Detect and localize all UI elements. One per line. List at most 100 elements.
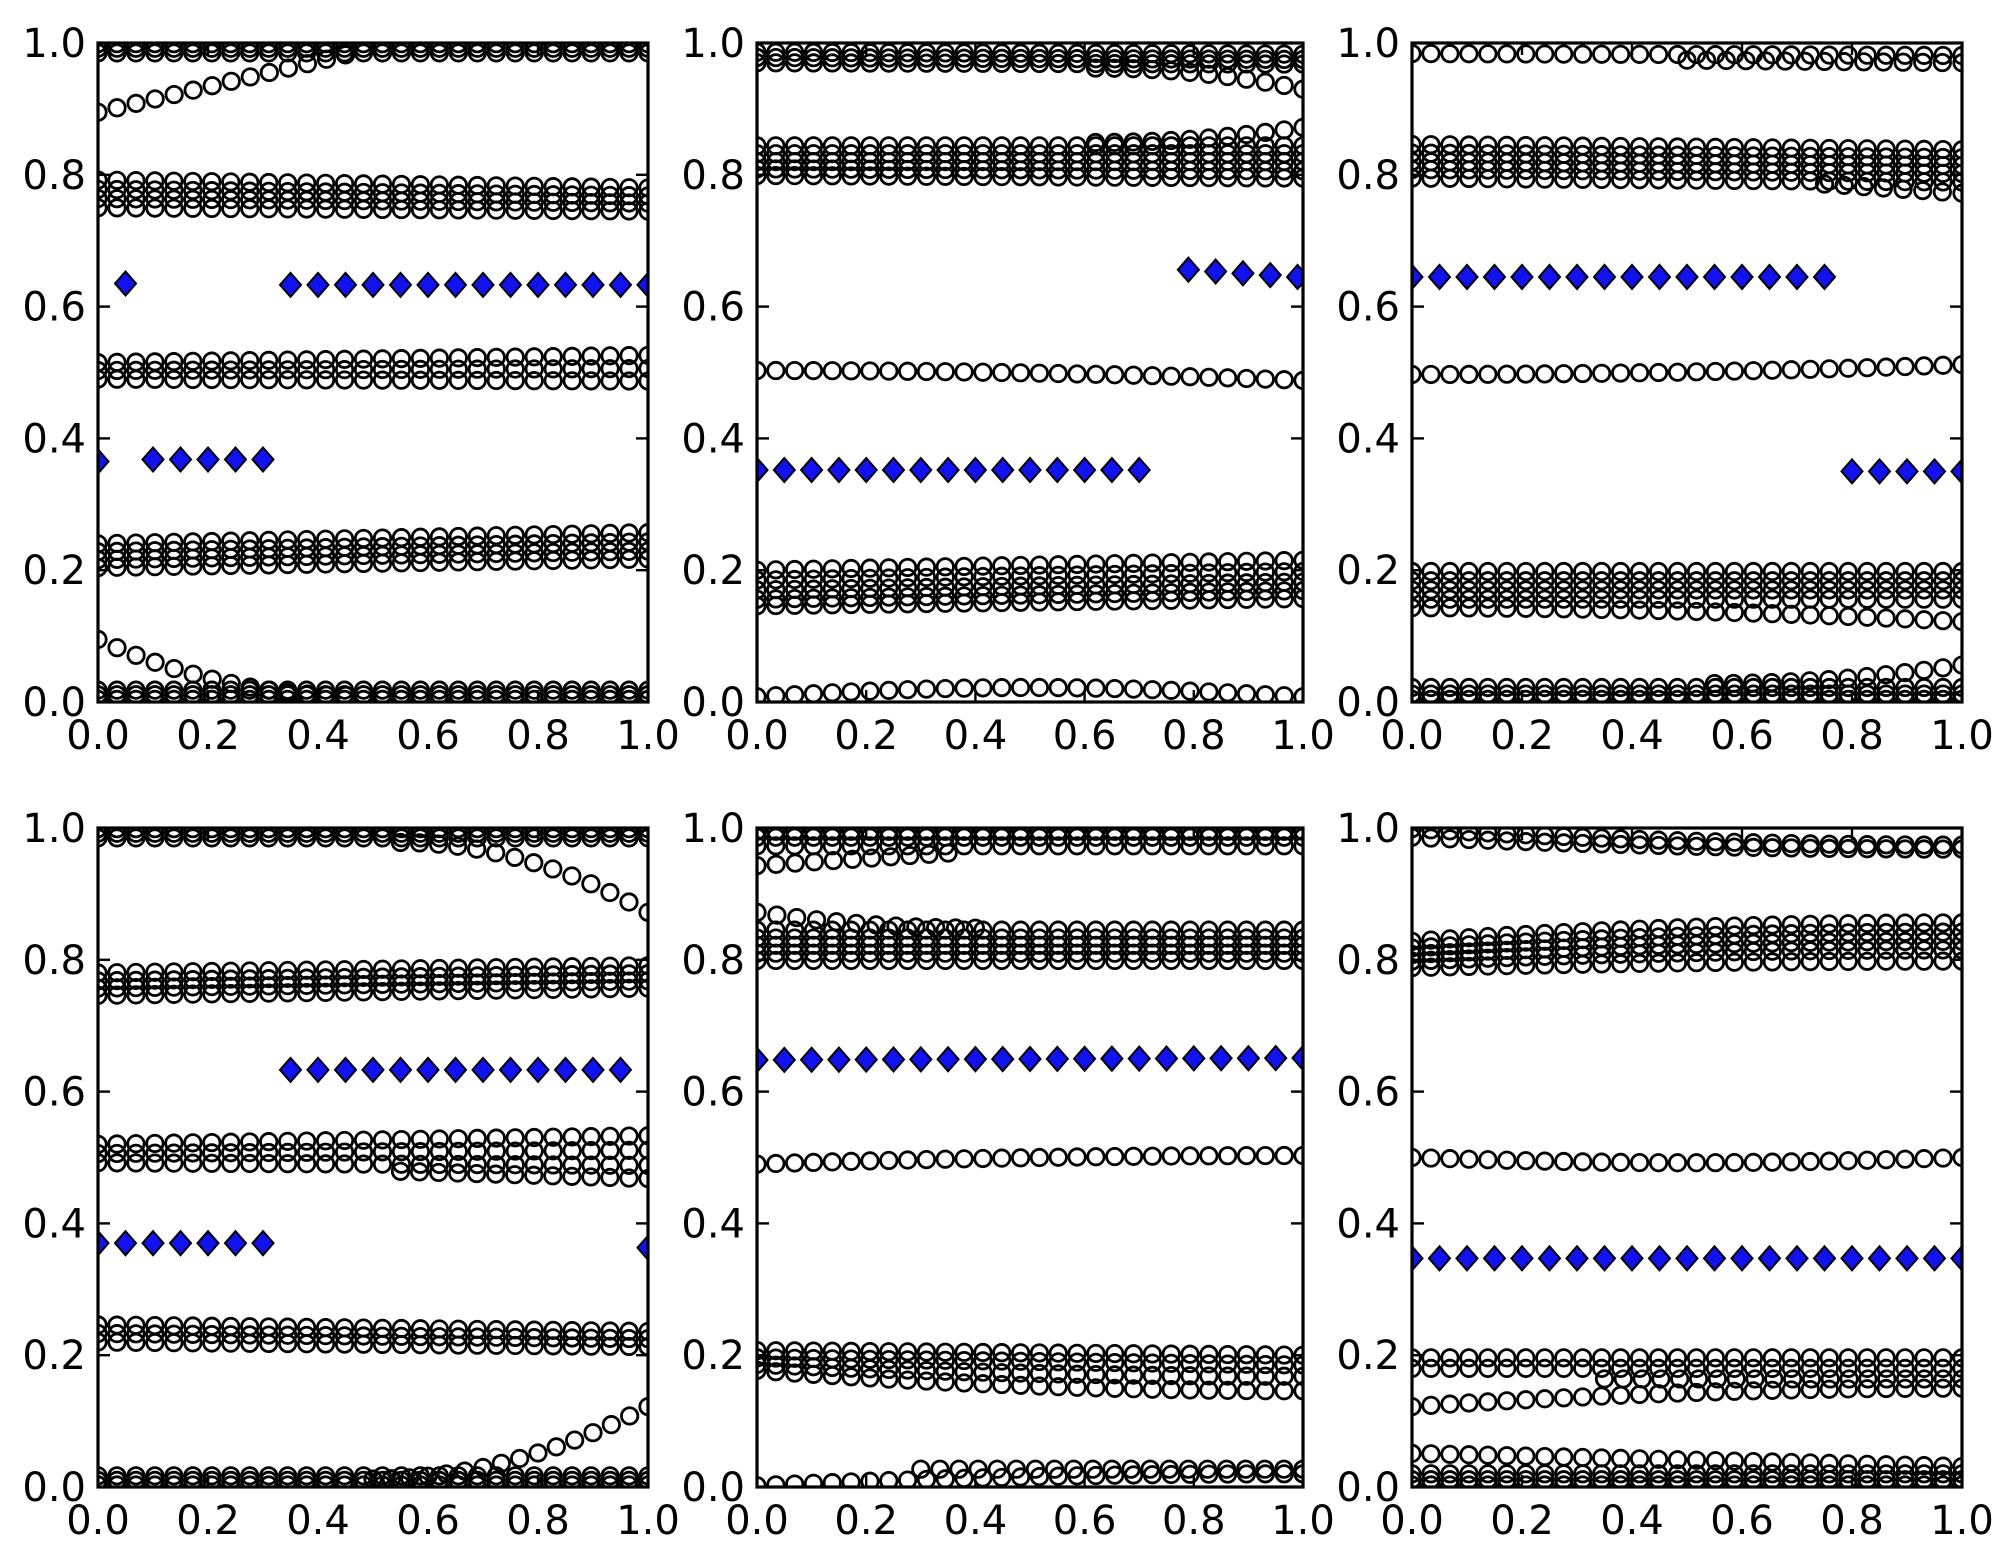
circle-marker — [1800, 941, 1820, 961]
circle-marker — [916, 567, 937, 588]
circle-marker — [1161, 553, 1181, 573]
circle-marker — [879, 587, 899, 607]
circle-marker — [898, 828, 918, 841]
circle-marker — [1819, 932, 1839, 952]
circle-marker — [1743, 589, 1763, 609]
circle-marker — [107, 828, 127, 848]
circle-marker — [581, 972, 601, 992]
circle-marker — [803, 828, 824, 841]
circle-marker — [1010, 555, 1031, 576]
circle-marker — [1667, 684, 1688, 702]
circle-marker — [429, 689, 449, 702]
circle-marker — [1440, 1394, 1460, 1414]
circle-marker — [1236, 1459, 1256, 1479]
circle-marker — [410, 1154, 431, 1174]
diamond-marker — [881, 1045, 906, 1073]
circle-marker — [1010, 1375, 1031, 1395]
circle-marker — [543, 192, 563, 212]
circle-marker — [543, 859, 563, 879]
circle-marker — [619, 689, 639, 702]
circle-marker — [546, 1437, 566, 1457]
circle-marker — [1801, 1369, 1822, 1389]
circle-marker — [1236, 44, 1257, 64]
circle-marker — [1086, 364, 1106, 384]
diamond-marker — [1263, 1044, 1288, 1072]
x-tick-label: 0.4 — [944, 1498, 1008, 1544]
circle-marker — [1705, 1451, 1726, 1471]
circle-marker — [954, 160, 974, 180]
circle-marker — [107, 43, 127, 63]
circle-marker — [1440, 160, 1460, 180]
circle-marker — [107, 170, 127, 190]
tick-label-layer: 0.0 0.2 0.4 0.6 0.8 1.00.00.20.40.60.81.0 — [22, 806, 679, 1544]
circle-marker — [1573, 945, 1593, 965]
circle-marker — [1611, 571, 1631, 591]
circle-marker — [391, 1475, 412, 1487]
circle-marker — [1686, 677, 1707, 698]
circle-marker — [1914, 1348, 1934, 1368]
circle-marker — [1274, 836, 1294, 856]
circle-marker — [183, 43, 203, 63]
circle-marker — [1535, 364, 1555, 384]
diamond-marker — [471, 1056, 495, 1084]
circle-marker — [467, 1335, 487, 1355]
circle-marker — [804, 852, 824, 872]
circle-marker — [1274, 589, 1294, 609]
circle-marker — [1478, 571, 1498, 591]
circle-marker — [935, 828, 955, 841]
circle-marker — [1199, 682, 1219, 702]
circle-marker — [1105, 678, 1125, 699]
circle-marker — [1854, 52, 1874, 72]
circle-marker — [1629, 1464, 1650, 1484]
diamond-marker — [581, 271, 605, 299]
circle-marker — [1933, 951, 1953, 971]
circle-marker — [1440, 598, 1460, 618]
x-tick-label: 0.2 — [834, 713, 898, 759]
circle-marker — [954, 362, 974, 382]
circle-marker — [353, 689, 374, 702]
circle-marker — [1180, 836, 1200, 856]
circle-marker — [822, 1357, 842, 1378]
circle-marker — [1236, 124, 1257, 145]
circle-marker — [1105, 365, 1125, 385]
circle-marker — [524, 359, 544, 379]
circle-marker — [1010, 1343, 1031, 1363]
circle-marker — [1236, 1354, 1257, 1374]
circle-marker — [879, 48, 899, 68]
circle-marker — [1838, 571, 1858, 591]
circle-marker — [1255, 836, 1275, 856]
circle-marker — [1913, 52, 1933, 72]
circle-marker — [1914, 1475, 1934, 1487]
circle-marker — [467, 552, 487, 572]
circle-marker — [1497, 589, 1517, 609]
circle-marker — [1781, 1358, 1801, 1378]
circle-marker — [1010, 167, 1031, 187]
circle-marker — [391, 1154, 412, 1174]
circle-marker — [390, 1161, 411, 1181]
circle-marker — [429, 981, 449, 1001]
circle-marker — [1236, 1345, 1257, 1365]
diamond-marker — [1258, 261, 1283, 289]
circle-marker — [1029, 1343, 1050, 1363]
circle-marker — [1781, 571, 1801, 591]
diamond-marker — [498, 271, 523, 299]
circle-marker — [935, 43, 955, 63]
circle-marker — [410, 200, 431, 220]
circle-marker — [954, 48, 974, 68]
circle-marker — [1819, 940, 1839, 961]
circle-marker — [1478, 684, 1498, 702]
circle-marker — [1516, 684, 1536, 702]
diamond-marker — [223, 445, 248, 474]
circle-marker — [1592, 1470, 1612, 1487]
circle-marker — [1800, 932, 1820, 952]
tick-label-layer: 0.0 0.2 0.4 0.6 0.8 1.00.00.20.40.60.81.0 — [681, 21, 1334, 759]
circle-marker — [1516, 1348, 1536, 1368]
circle-marker — [486, 1475, 506, 1487]
circle-marker — [1857, 839, 1877, 859]
circle-marker — [410, 545, 431, 565]
diamond-marker — [1045, 1045, 1070, 1073]
circle-marker — [757, 836, 767, 856]
circle-marker — [860, 950, 880, 971]
circle-marker — [1686, 44, 1707, 65]
circle-marker — [766, 47, 786, 68]
